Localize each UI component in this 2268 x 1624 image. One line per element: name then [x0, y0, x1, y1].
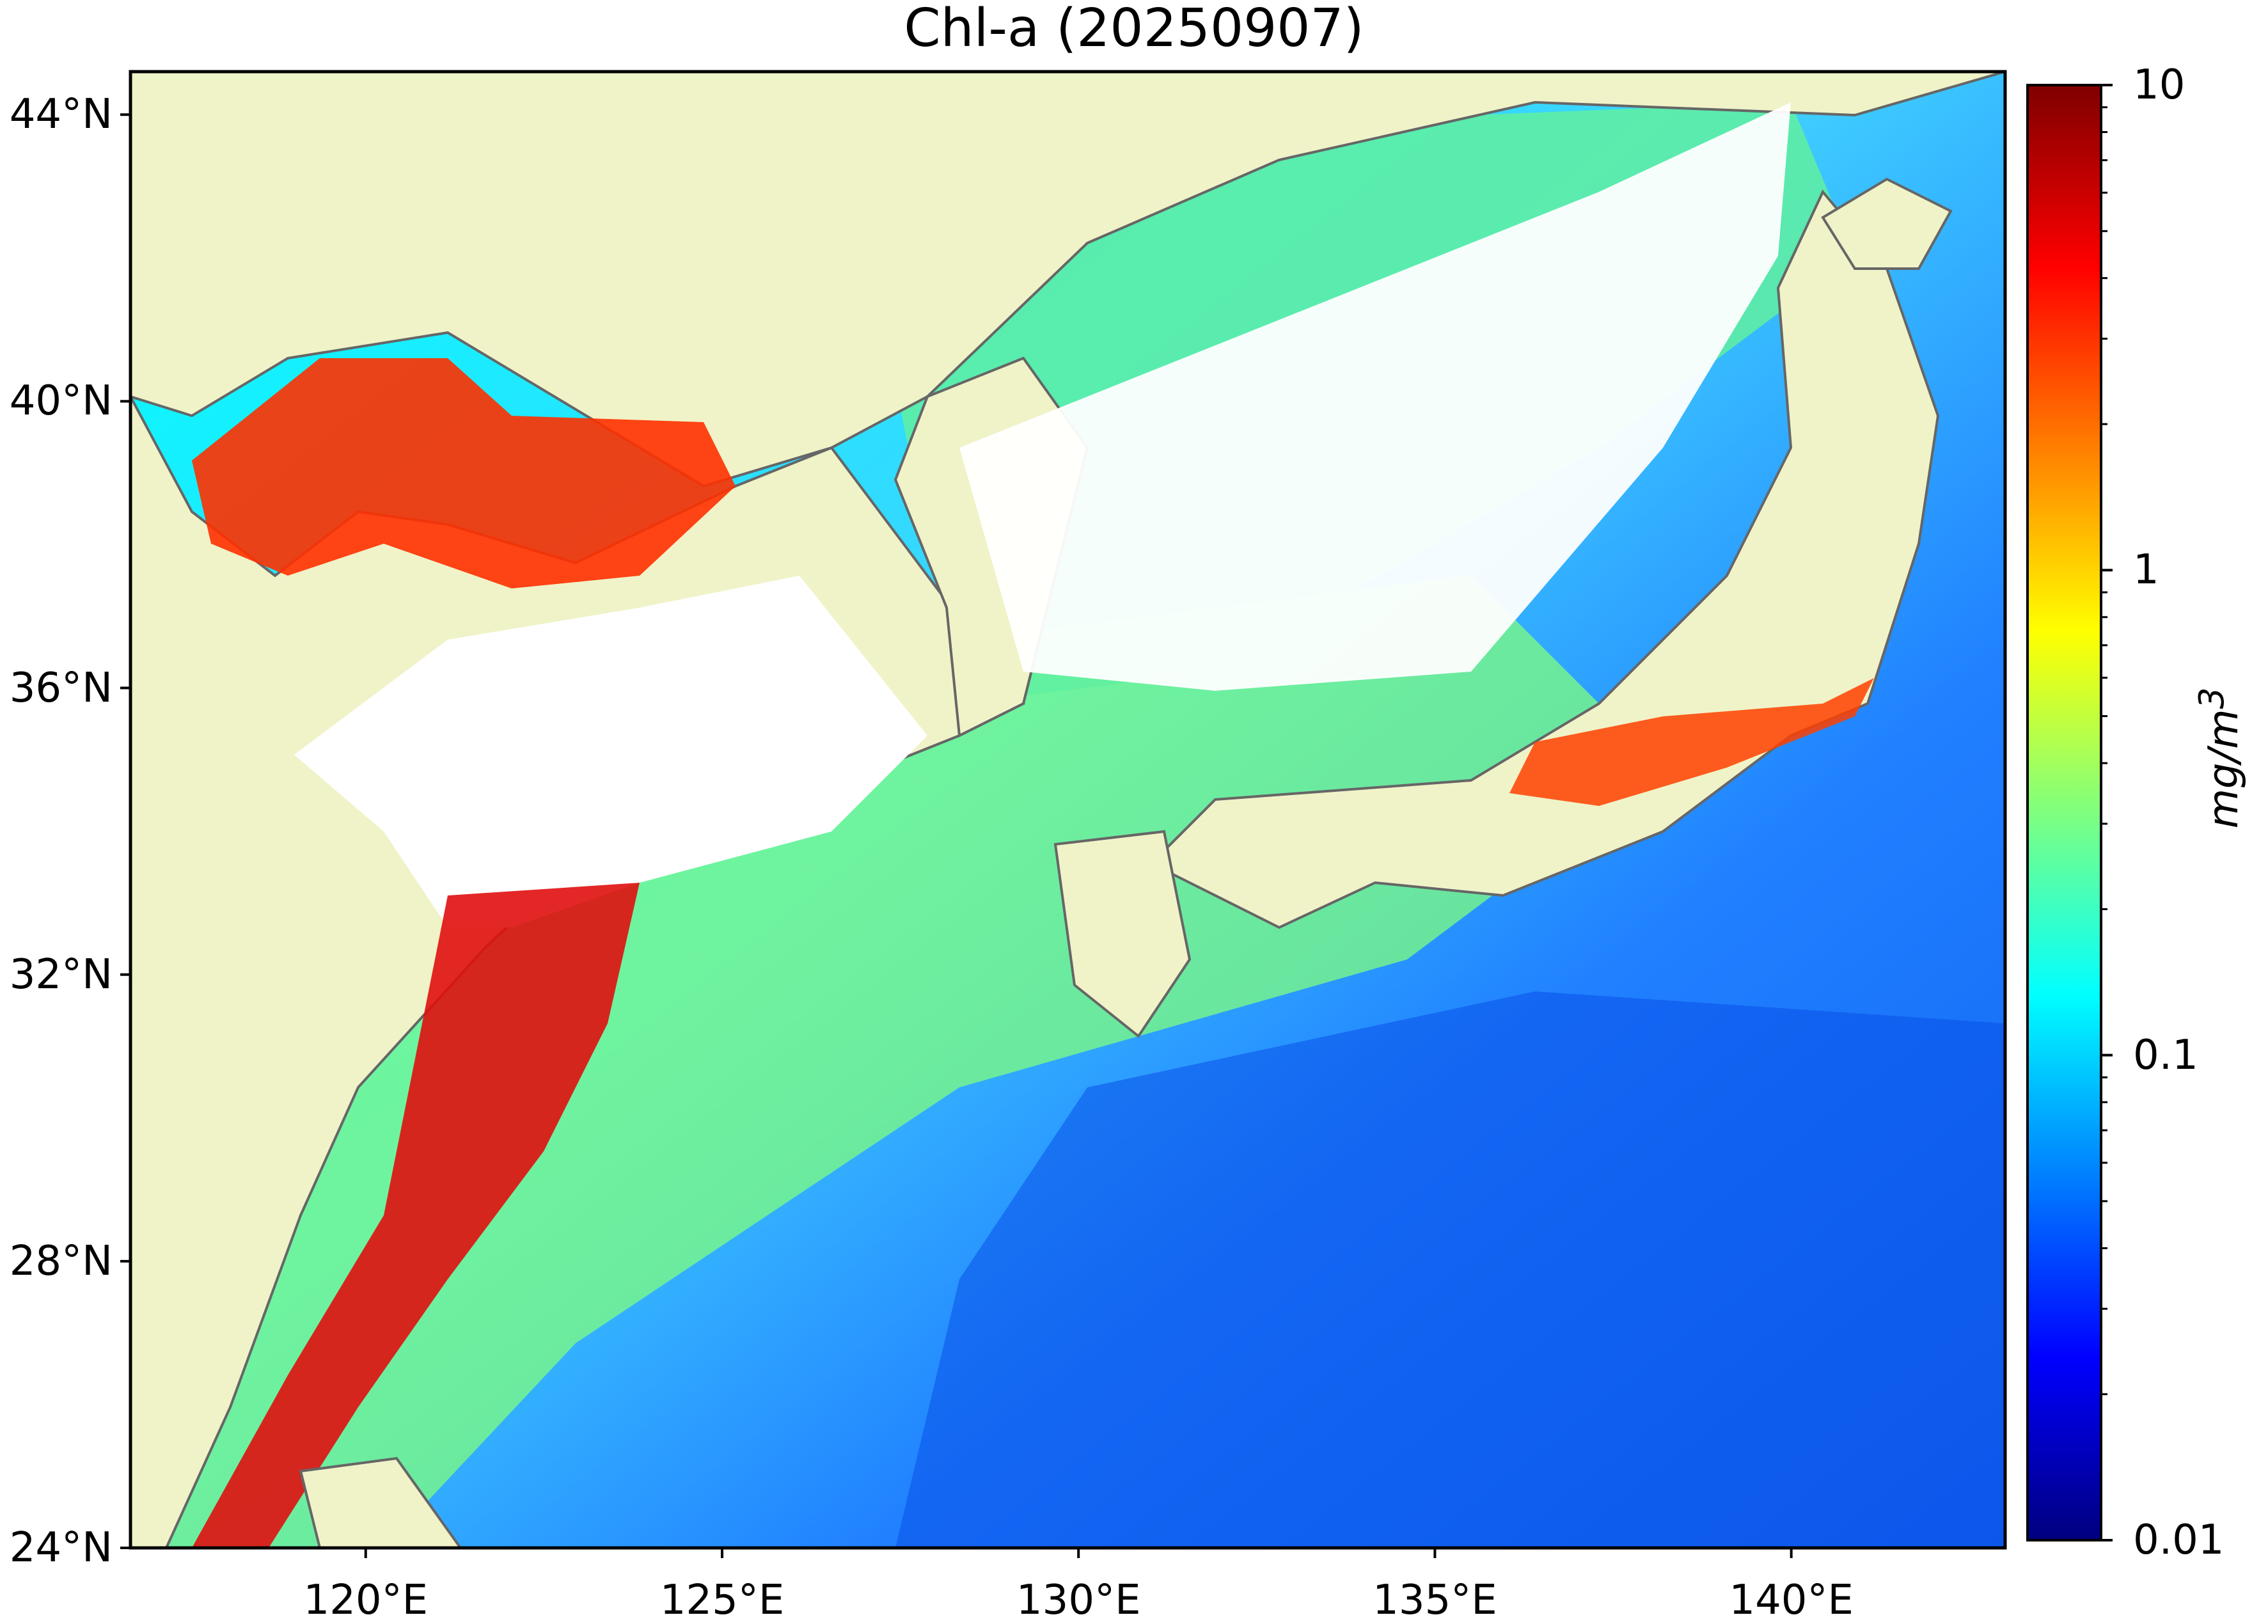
- colorbar: [2026, 84, 2102, 1541]
- unit-superscript: 3: [2191, 687, 2232, 709]
- yellow-sea-no-data: [294, 576, 927, 927]
- lat-tick-label: 44°N: [9, 91, 113, 139]
- lat-tick-label: 40°N: [9, 377, 113, 425]
- lat-tick-label: 36°N: [9, 664, 113, 712]
- sea-of-japan-no-data: [959, 102, 1791, 691]
- japan-coastal-high-chl: [1509, 678, 1874, 806]
- map-frame: [129, 70, 2007, 1550]
- lat-ticks: [120, 113, 130, 1549]
- colorbar-tick-label: 10: [2133, 61, 2185, 109]
- colorbar-ticks: [2101, 84, 2113, 1541]
- lon-tick-label: 140°E: [1729, 1577, 1854, 1624]
- japan-kyushu: [1053, 830, 1192, 1038]
- lon-tick-label: 135°E: [1373, 1577, 1497, 1624]
- lat-tick-label: 28°N: [9, 1237, 113, 1285]
- subtropical-gyre: [895, 991, 2005, 1548]
- colorbar-unit-label: mg/m3: [2191, 687, 2248, 829]
- japan-hokkaido: [1821, 177, 1953, 270]
- lon-tick-label: 125°E: [659, 1577, 785, 1624]
- lon-ticks: [364, 1548, 1793, 1558]
- taiwan: [299, 1456, 462, 1548]
- lat-tick-label: 32°N: [9, 950, 113, 998]
- colorbar-tick-label: 0.1: [2133, 1031, 2198, 1079]
- lon-tick-label: 120°E: [303, 1577, 429, 1624]
- yangtze-plume-high-chl: [192, 883, 640, 1548]
- lat-tick-label: 24°N: [9, 1524, 113, 1572]
- colorbar-tick-label: 1: [2133, 546, 2159, 594]
- colorbar-tick-label: 0.01: [2133, 1517, 2225, 1564]
- map-content: [130, 72, 2005, 1548]
- map-title: Chl-a (20250907): [904, 0, 1364, 59]
- bohai-sea-high-chl: [192, 358, 736, 588]
- lon-tick-label: 130°E: [1016, 1577, 1141, 1624]
- asia-mainland: [130, 72, 2005, 488]
